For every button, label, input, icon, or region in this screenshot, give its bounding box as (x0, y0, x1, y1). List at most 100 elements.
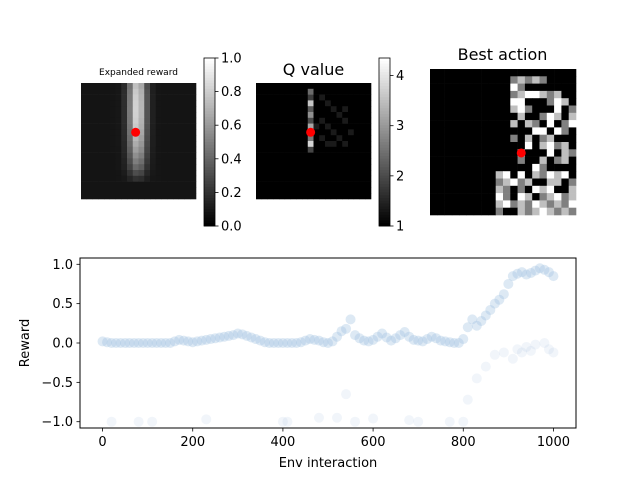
colorbar-gradient-step (204, 80, 215, 84)
heatmap-cell (81, 187, 88, 194)
heatmap-cell (561, 207, 569, 216)
heatmap-cell (510, 149, 518, 157)
heatmap-cell (178, 88, 185, 95)
heatmap-cell (261, 146, 268, 153)
colorbar-gradient-step (379, 136, 390, 140)
scatter-point (453, 338, 464, 348)
heatmap-cell (437, 149, 445, 157)
scatter-point (507, 353, 518, 364)
heatmap-cell (132, 158, 139, 165)
heatmap-cell (178, 164, 185, 171)
heatmap-cell (336, 170, 343, 177)
heatmap-cell (330, 181, 337, 188)
heatmap-cell (561, 105, 569, 114)
heatmap-cell (284, 117, 291, 124)
heatmap-cell (98, 158, 105, 165)
heatmap-cell (284, 164, 291, 171)
colorbar-gradient-step (379, 91, 390, 95)
heatmap-cell (127, 106, 134, 113)
heatmap-cell (256, 100, 263, 107)
heatmap-cell (273, 175, 280, 182)
heatmap-cell (98, 193, 105, 200)
heatmap-cell (466, 142, 475, 150)
heatmap-cell (132, 164, 139, 171)
heatmap-cell (473, 193, 482, 201)
heatmap-cell (554, 120, 562, 128)
heatmap-cell (184, 135, 191, 142)
heatmap-cell (81, 146, 88, 153)
heatmap-cell (473, 127, 482, 135)
heatmap-cell (554, 193, 562, 201)
heatmap-cell (348, 170, 355, 177)
colorbar-gradient-step (204, 184, 215, 188)
heatmap-cell (365, 106, 372, 113)
heatmap-cell (121, 83, 128, 90)
heatmap-cell (365, 141, 372, 148)
colorbar-gradient-step (204, 209, 215, 213)
heatmap-cell (466, 149, 475, 157)
x-tick-label: 400 (270, 435, 295, 450)
heatmap-cell (115, 83, 122, 90)
heatmap-cell (178, 146, 185, 153)
heatmap-cell (290, 106, 297, 113)
heatmap-cell (330, 88, 337, 95)
heatmap-cell (167, 129, 174, 136)
heatmap-cell (115, 135, 122, 142)
heatmap-cell (466, 193, 475, 201)
heatmap-cell (495, 149, 504, 157)
heatmap-cell (302, 152, 309, 159)
heatmap-cell (127, 175, 134, 182)
heatmap-cell (92, 187, 99, 194)
heatmap-cell (127, 141, 134, 148)
heatmap-cell (359, 158, 366, 165)
heatmap-cell (109, 187, 116, 194)
heatmap-cell (325, 100, 332, 107)
heatmap-cell (261, 94, 268, 101)
heatmap-cell (273, 112, 280, 119)
heatmap-cell (319, 129, 326, 136)
scatter-point (548, 347, 559, 358)
position-marker (131, 127, 141, 137)
heatmap-cell (459, 105, 467, 114)
heatmap-cell (81, 181, 88, 188)
heatmap-cell (488, 134, 496, 143)
scatter-point (368, 334, 379, 345)
heatmap-cell (546, 200, 555, 208)
scatter-point (332, 412, 343, 423)
heatmap-cell (330, 152, 337, 159)
heatmap-cell (510, 142, 518, 150)
heatmap-cell (437, 185, 445, 194)
heatmap-cell (173, 123, 180, 130)
heatmap-cell (307, 83, 314, 90)
scatter-point (395, 330, 406, 341)
colorbar-gradient-step (204, 189, 215, 193)
heatmap-cell (190, 88, 197, 95)
heatmap-cell (459, 163, 467, 172)
heatmap-cell (302, 175, 309, 182)
heatmap-cell (184, 170, 191, 177)
heatmap-cell (481, 127, 489, 135)
heatmap-cell (319, 164, 326, 171)
y-tick-label: 0.5 (52, 297, 73, 312)
heatmap-cell (184, 193, 191, 200)
heatmap-cell (104, 164, 111, 171)
heatmap-cell (336, 152, 343, 159)
heatmap-cell (568, 171, 577, 179)
heatmap-cell (92, 106, 99, 113)
heatmap-cell (290, 152, 297, 159)
heatmap-cell (554, 163, 562, 172)
heatmap-cell (98, 164, 105, 171)
heatmap-cell (481, 76, 489, 84)
heatmap-cell (488, 142, 496, 150)
heatmap-cell (121, 187, 128, 194)
colorbar-gradient-step (379, 60, 390, 64)
scatter-point (377, 328, 388, 339)
scatter-point (219, 331, 230, 342)
heatmap-cell (98, 175, 105, 182)
heatmap-cell (138, 141, 145, 148)
heatmap-cell (319, 187, 326, 194)
heatmap-cell (459, 90, 467, 99)
heatmap-cell (336, 83, 343, 90)
scatter-point (543, 344, 554, 355)
